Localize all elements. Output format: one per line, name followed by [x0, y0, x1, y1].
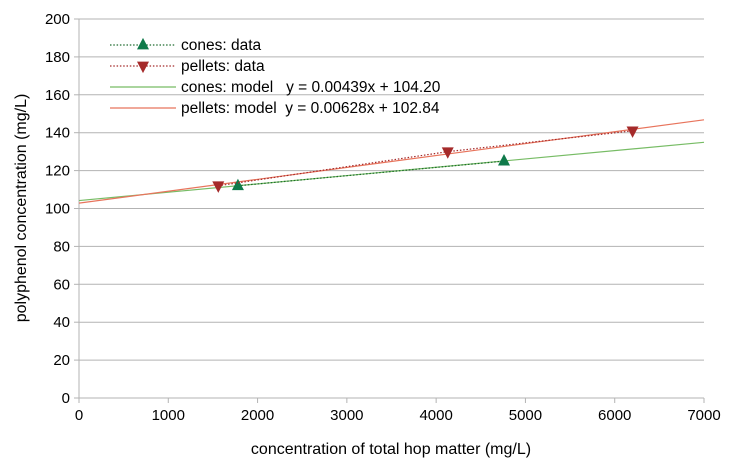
x-tick-label: 0: [75, 407, 83, 424]
y-tick-label: 120: [45, 163, 70, 180]
y-tick-label: 100: [45, 201, 70, 218]
y-tick-label: 140: [45, 125, 70, 142]
series: [78, 119, 705, 204]
data-point-pellets: [441, 147, 454, 159]
model-line-pellets: [78, 119, 705, 204]
data-point-pellets: [626, 126, 639, 138]
x-tick-label: 4000: [419, 407, 452, 424]
model-line-cones: [78, 141, 705, 202]
x-axis-title: concentration of total hop matter (mg/L): [251, 441, 531, 458]
x-tick-label: 5000: [509, 407, 542, 424]
x-tick-label: 3000: [330, 407, 363, 424]
y-tick-label: 60: [53, 276, 70, 293]
legend-label-model-cones: cones: model y = 0.00439x + 104.20: [181, 79, 441, 96]
x-tick-label: 2000: [241, 407, 274, 424]
legend-label-model-pellets: pellets: model y = 0.00628x + 102.84: [181, 100, 440, 117]
legend-label-data-cones: cones: data: [181, 37, 262, 54]
data-point-cones: [498, 154, 510, 166]
x-tick-label: 1000: [152, 407, 185, 424]
data-line-pellets: [218, 130, 633, 187]
y-tick-label: 40: [53, 314, 70, 331]
y-tick-label: 160: [45, 87, 70, 104]
y-tick-label: 200: [45, 11, 70, 28]
legend-marker-data-cones: [137, 37, 149, 50]
y-tick-label: 20: [53, 352, 70, 369]
x-tick-label: 6000: [598, 407, 631, 424]
x-tick-label: 7000: [687, 407, 720, 424]
axes: [74, 18, 705, 403]
y-axis-title: polyphenol concentration (mg/L): [13, 94, 30, 323]
y-tick-label: 0: [62, 390, 70, 407]
legend-marker-data-pellets: [137, 61, 149, 74]
y-tick-label: 180: [45, 49, 70, 66]
gridlines: [79, 18, 704, 399]
data-point-pellets: [212, 181, 225, 193]
legend: cones: data pellets: data cones: model y =…: [110, 37, 441, 117]
legend-label-data-pellets: pellets: data: [181, 58, 265, 75]
y-tick-label: 80: [53, 238, 70, 255]
data-point-cones: [231, 178, 244, 191]
